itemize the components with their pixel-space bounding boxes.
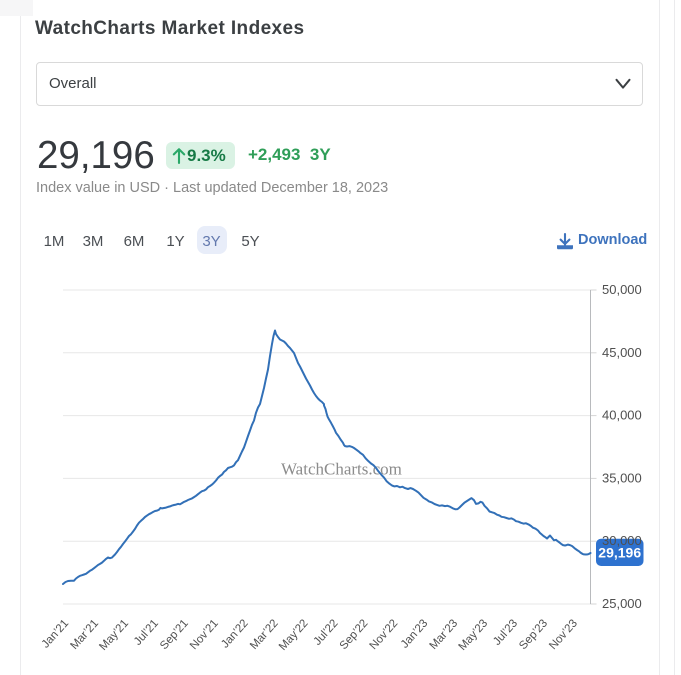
svg-text:Jan’21: Jan’21 <box>40 617 72 650</box>
svg-text:29,196: 29,196 <box>598 545 641 561</box>
svg-text:Nov’23: Nov’23 <box>547 617 580 652</box>
svg-text:Jan’23: Jan’23 <box>399 617 431 650</box>
svg-text:35,000: 35,000 <box>602 470 642 485</box>
svg-text:Jan’22: Jan’22 <box>219 617 251 650</box>
svg-text:Jul’23: Jul’23 <box>491 617 520 647</box>
svg-text:40,000: 40,000 <box>602 408 642 423</box>
svg-text:May’23: May’23 <box>457 617 491 653</box>
svg-text:Jul’21: Jul’21 <box>132 617 161 647</box>
svg-text:May’22: May’22 <box>277 617 311 653</box>
svg-text:Nov’21: Nov’21 <box>188 617 221 652</box>
svg-text:Mar’23: Mar’23 <box>428 617 461 651</box>
svg-text:25,000: 25,000 <box>602 596 642 611</box>
svg-text:30,000: 30,000 <box>602 533 642 548</box>
svg-text:Mar’22: Mar’22 <box>248 617 281 651</box>
svg-text:Sep’21: Sep’21 <box>158 617 191 652</box>
svg-text:Sep’22: Sep’22 <box>338 617 371 652</box>
svg-text:Sep’23: Sep’23 <box>517 617 550 652</box>
svg-text:Jul’22: Jul’22 <box>312 617 341 647</box>
svg-text:WatchCharts.com: WatchCharts.com <box>281 460 402 479</box>
svg-text:50,000: 50,000 <box>602 282 642 297</box>
svg-text:May’21: May’21 <box>97 617 131 653</box>
svg-text:45,000: 45,000 <box>602 345 642 360</box>
svg-text:Mar’21: Mar’21 <box>68 617 101 651</box>
svg-text:Nov’22: Nov’22 <box>368 617 401 652</box>
